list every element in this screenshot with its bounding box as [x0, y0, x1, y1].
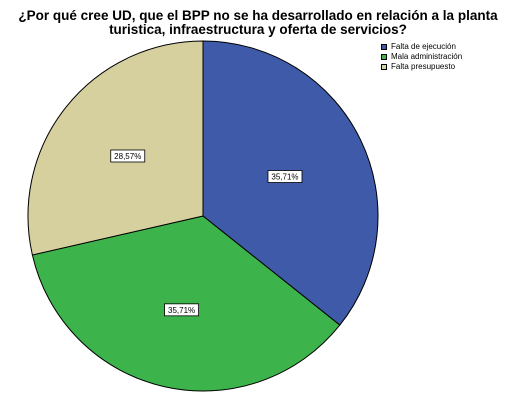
legend-label: Mala administración [391, 52, 463, 61]
data-label: 35,71% [267, 170, 303, 183]
chart-title-line-1: ¿Por qué cree UD, que el BPP no se ha de… [18, 8, 498, 23]
data-label-box [110, 149, 146, 163]
legend-item-falta-presupuesto: Falta presupuesto [381, 62, 462, 72]
legend-swatch [381, 64, 387, 70]
slice-falta-presupuesto [27, 40, 204, 256]
legend-swatch [381, 44, 387, 50]
legend-item-falta-ejecucion: Falta de ejecución [381, 42, 462, 52]
data-label-text: 35,71% [168, 306, 195, 315]
legend-label: Falta presupuesto [391, 62, 456, 71]
chart-title-line-2: turistica, infraestructura y oferta de s… [109, 22, 407, 37]
chart-title: ¿Por qué cree UD, que el BPP no se ha de… [0, 9, 516, 37]
data-label-text: 35,71% [271, 173, 298, 182]
legend: Falta de ejecución Mala administración F… [381, 42, 462, 72]
slice-falta-ejecucion [202, 40, 379, 326]
data-label: 28,57% [110, 149, 146, 163]
data-label: 35,71% [164, 303, 199, 317]
data-label-box [164, 303, 199, 317]
legend-item-mala-administracion: Mala administración [381, 52, 462, 62]
legend-swatch [381, 54, 387, 60]
data-label-text: 28,57% [114, 152, 141, 161]
data-label-box [267, 170, 303, 183]
legend-label: Falta de ejecución [391, 42, 456, 51]
